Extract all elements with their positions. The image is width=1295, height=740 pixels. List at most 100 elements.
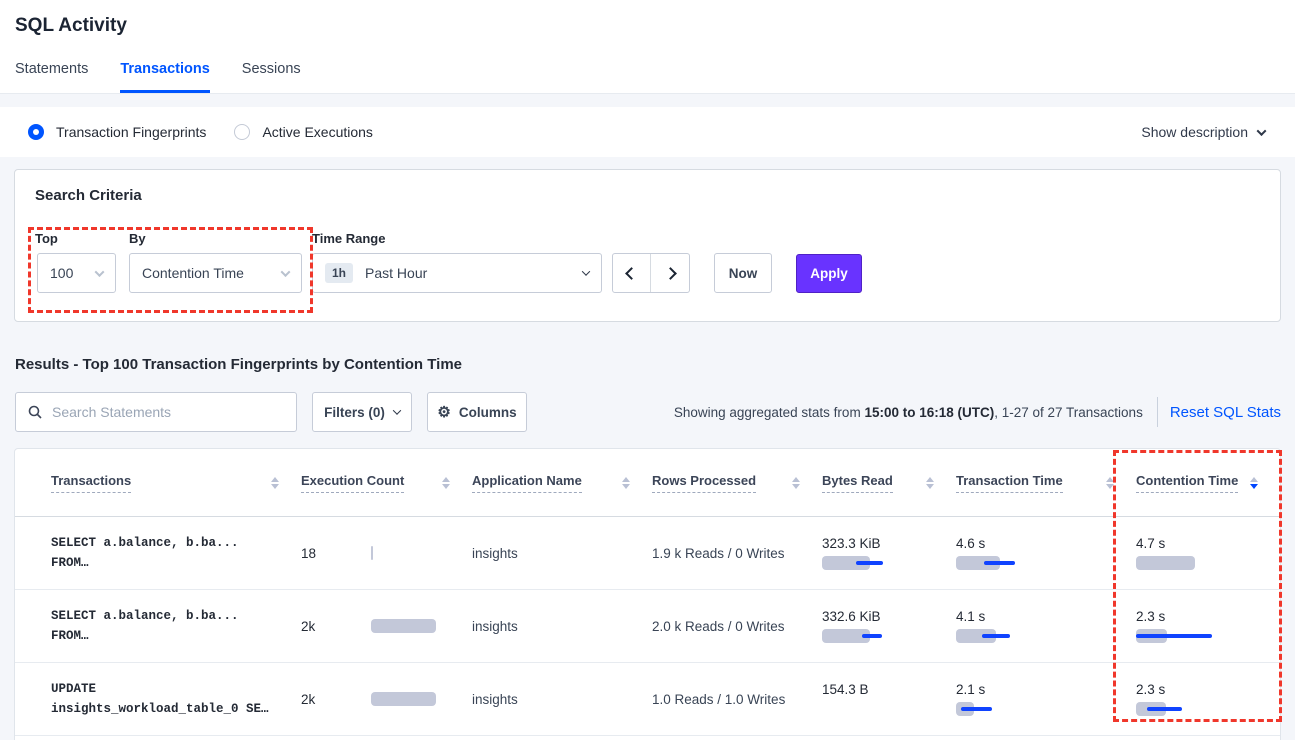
contention-time-bar [1136, 702, 1214, 716]
radio-unselected-icon[interactable] [234, 124, 251, 140]
apply-button[interactable]: Apply [796, 254, 862, 293]
filters-button[interactable]: Filters (0) [312, 392, 412, 432]
search-criteria-controls: Top 100 By Contention Time Time Range 1h… [35, 231, 1260, 293]
by-label: By [129, 231, 146, 246]
radio-transaction-fingerprints[interactable]: Transaction Fingerprints [28, 124, 206, 140]
time-range-select[interactable]: 1h Past Hour [312, 253, 602, 293]
contention-time-value: 4.7 s [1136, 536, 1166, 551]
gear-icon: ⚙ [437, 403, 451, 421]
by-select[interactable]: Contention Time [129, 253, 302, 293]
stats-prefix: Showing aggregated stats from [673, 404, 865, 420]
chevron-down-icon [280, 266, 291, 277]
column-label: Application Name [472, 473, 582, 493]
execution-count-cell: 2k [301, 692, 472, 707]
previous-time-button[interactable] [613, 254, 651, 292]
column-header-execution-count[interactable]: Execution Count [301, 449, 472, 516]
column-header-bytes-read[interactable]: Bytes Read [822, 449, 956, 516]
sort-icon[interactable] [622, 476, 630, 489]
top-field: Top 100 [35, 231, 116, 293]
radio-selected-icon[interactable] [28, 124, 44, 140]
execution-count-cell: 2k [301, 619, 472, 634]
transaction-time-bar [956, 556, 1034, 570]
sql-line-1: SELECT a.balance, b.ba... [51, 609, 239, 623]
contention-time-cell: 4.7 s [1136, 536, 1280, 570]
column-header-application-name[interactable]: Application Name [472, 449, 652, 516]
table-header-row: Transactions Execution Count Application… [15, 449, 1280, 517]
application-name-cell: insights [472, 618, 518, 634]
time-range-field: Time Range 1h Past Hour [312, 231, 602, 293]
transaction-fingerprint-cell[interactable]: SELECT a.balance, b.ba... FROM… [51, 533, 301, 573]
transaction-fingerprint-cell[interactable]: UPDATE insights_workload_table_0 SE… [51, 679, 301, 719]
radio-label: Transaction Fingerprints [56, 124, 207, 140]
sort-icon[interactable] [271, 476, 279, 489]
reset-sql-stats-link[interactable]: Reset SQL Stats [1169, 403, 1281, 421]
execution-count-value: 2k [301, 691, 316, 707]
radio-label: Active Executions [262, 124, 373, 140]
search-icon [28, 405, 42, 419]
transaction-time-cell: 4.1 s [956, 609, 1136, 643]
search-criteria-card: Search Criteria Top 100 By Contention Ti… [14, 169, 1281, 322]
results-heading: Results - Top 100 Transaction Fingerprin… [15, 356, 463, 373]
application-name-cell: insights [472, 691, 518, 707]
sort-icon[interactable] [442, 476, 450, 489]
view-toggle-band: Transaction Fingerprints Active Executio… [0, 107, 1295, 157]
bytes-read-cell: 323.3 KiB [822, 536, 956, 570]
top-select[interactable]: 100 [37, 253, 116, 293]
execution-count-bar [371, 546, 441, 560]
search-input[interactable] [52, 404, 284, 420]
chevron-right-icon [663, 266, 677, 280]
contention-time-cell: 2.3 s [1136, 682, 1280, 716]
contention-time-value: 2.3 s [1136, 682, 1166, 697]
next-time-button[interactable] [651, 254, 689, 292]
top-bar: SQL Activity Statements Transactions Ses… [0, 0, 1295, 94]
table-row[interactable]: UPDATE insights_workload_table_0 SE… 2k … [15, 663, 1280, 736]
bytes-read-value: 154.3 B [822, 682, 869, 697]
now-button[interactable]: Now [714, 253, 772, 293]
tab-statements[interactable]: Statements [15, 61, 89, 77]
column-header-rows-processed[interactable]: Rows Processed [652, 449, 822, 516]
tab-transactions[interactable]: Transactions [120, 61, 210, 93]
columns-label: Columns [458, 404, 517, 420]
contention-time-value: 2.3 s [1136, 609, 1166, 624]
show-description-toggle[interactable]: Show description [1141, 124, 1267, 140]
sort-icon[interactable] [1106, 476, 1114, 489]
results-toolbar: Filters (0) ⚙ Columns Showing aggregated… [15, 392, 1281, 432]
transaction-fingerprint-cell[interactable]: SELECT a.balance, b.ba... FROM… [51, 606, 301, 646]
column-label: Rows Processed [652, 473, 757, 493]
columns-button[interactable]: ⚙ Columns [427, 392, 527, 432]
search-criteria-heading: Search Criteria [35, 187, 142, 204]
column-label: Transaction Time [956, 473, 1063, 493]
sort-icon[interactable] [792, 476, 800, 489]
execution-count-cell: 18 [301, 546, 472, 561]
time-range-badge: 1h [325, 263, 354, 283]
contention-time-cell: 2.3 s [1136, 609, 1280, 643]
tab-sessions[interactable]: Sessions [241, 61, 301, 77]
execution-count-bar [371, 619, 441, 633]
execution-count-value: 18 [301, 545, 317, 561]
transaction-time-cell: 4.6 s [956, 536, 1136, 570]
rows-processed-cell: 1.9 k Reads / 0 Writes [652, 545, 785, 561]
by-value: Contention Time [142, 265, 244, 281]
bytes-read-value: 332.6 KiB [822, 609, 881, 624]
bytes-read-cell: 332.6 KiB [822, 609, 956, 643]
sort-icon[interactable] [926, 476, 934, 489]
transaction-time-value: 4.1 s [956, 609, 986, 624]
sql-line-2: FROM… [51, 629, 89, 643]
table-row[interactable]: SELECT a.balance, b.ba... FROM… 2k insig… [15, 590, 1280, 663]
column-header-transaction-time[interactable]: Transaction Time [956, 449, 1136, 516]
column-header-contention-time[interactable]: Contention Time [1136, 449, 1280, 516]
aggregated-stats-text: Showing aggregated stats from 15:00 to 1… [674, 405, 1143, 420]
time-range-value: Past Hour [365, 265, 428, 281]
contention-time-bar [1136, 556, 1214, 570]
radio-active-executions[interactable]: Active Executions [234, 124, 373, 140]
table-row[interactable]: SELECT a.balance, b.ba... FROM… 18 insig… [15, 517, 1280, 590]
by-field: By Contention Time [129, 231, 302, 293]
search-box[interactable] [15, 392, 297, 432]
chevron-left-icon [625, 266, 638, 280]
sort-icon-active-desc[interactable] [1250, 476, 1258, 489]
chevron-down-icon [581, 267, 591, 276]
sql-line-2: insights_workload_table_0 SE… [51, 702, 269, 716]
transaction-time-value: 4.6 s [956, 536, 986, 551]
column-header-transactions[interactable]: Transactions [51, 449, 301, 516]
